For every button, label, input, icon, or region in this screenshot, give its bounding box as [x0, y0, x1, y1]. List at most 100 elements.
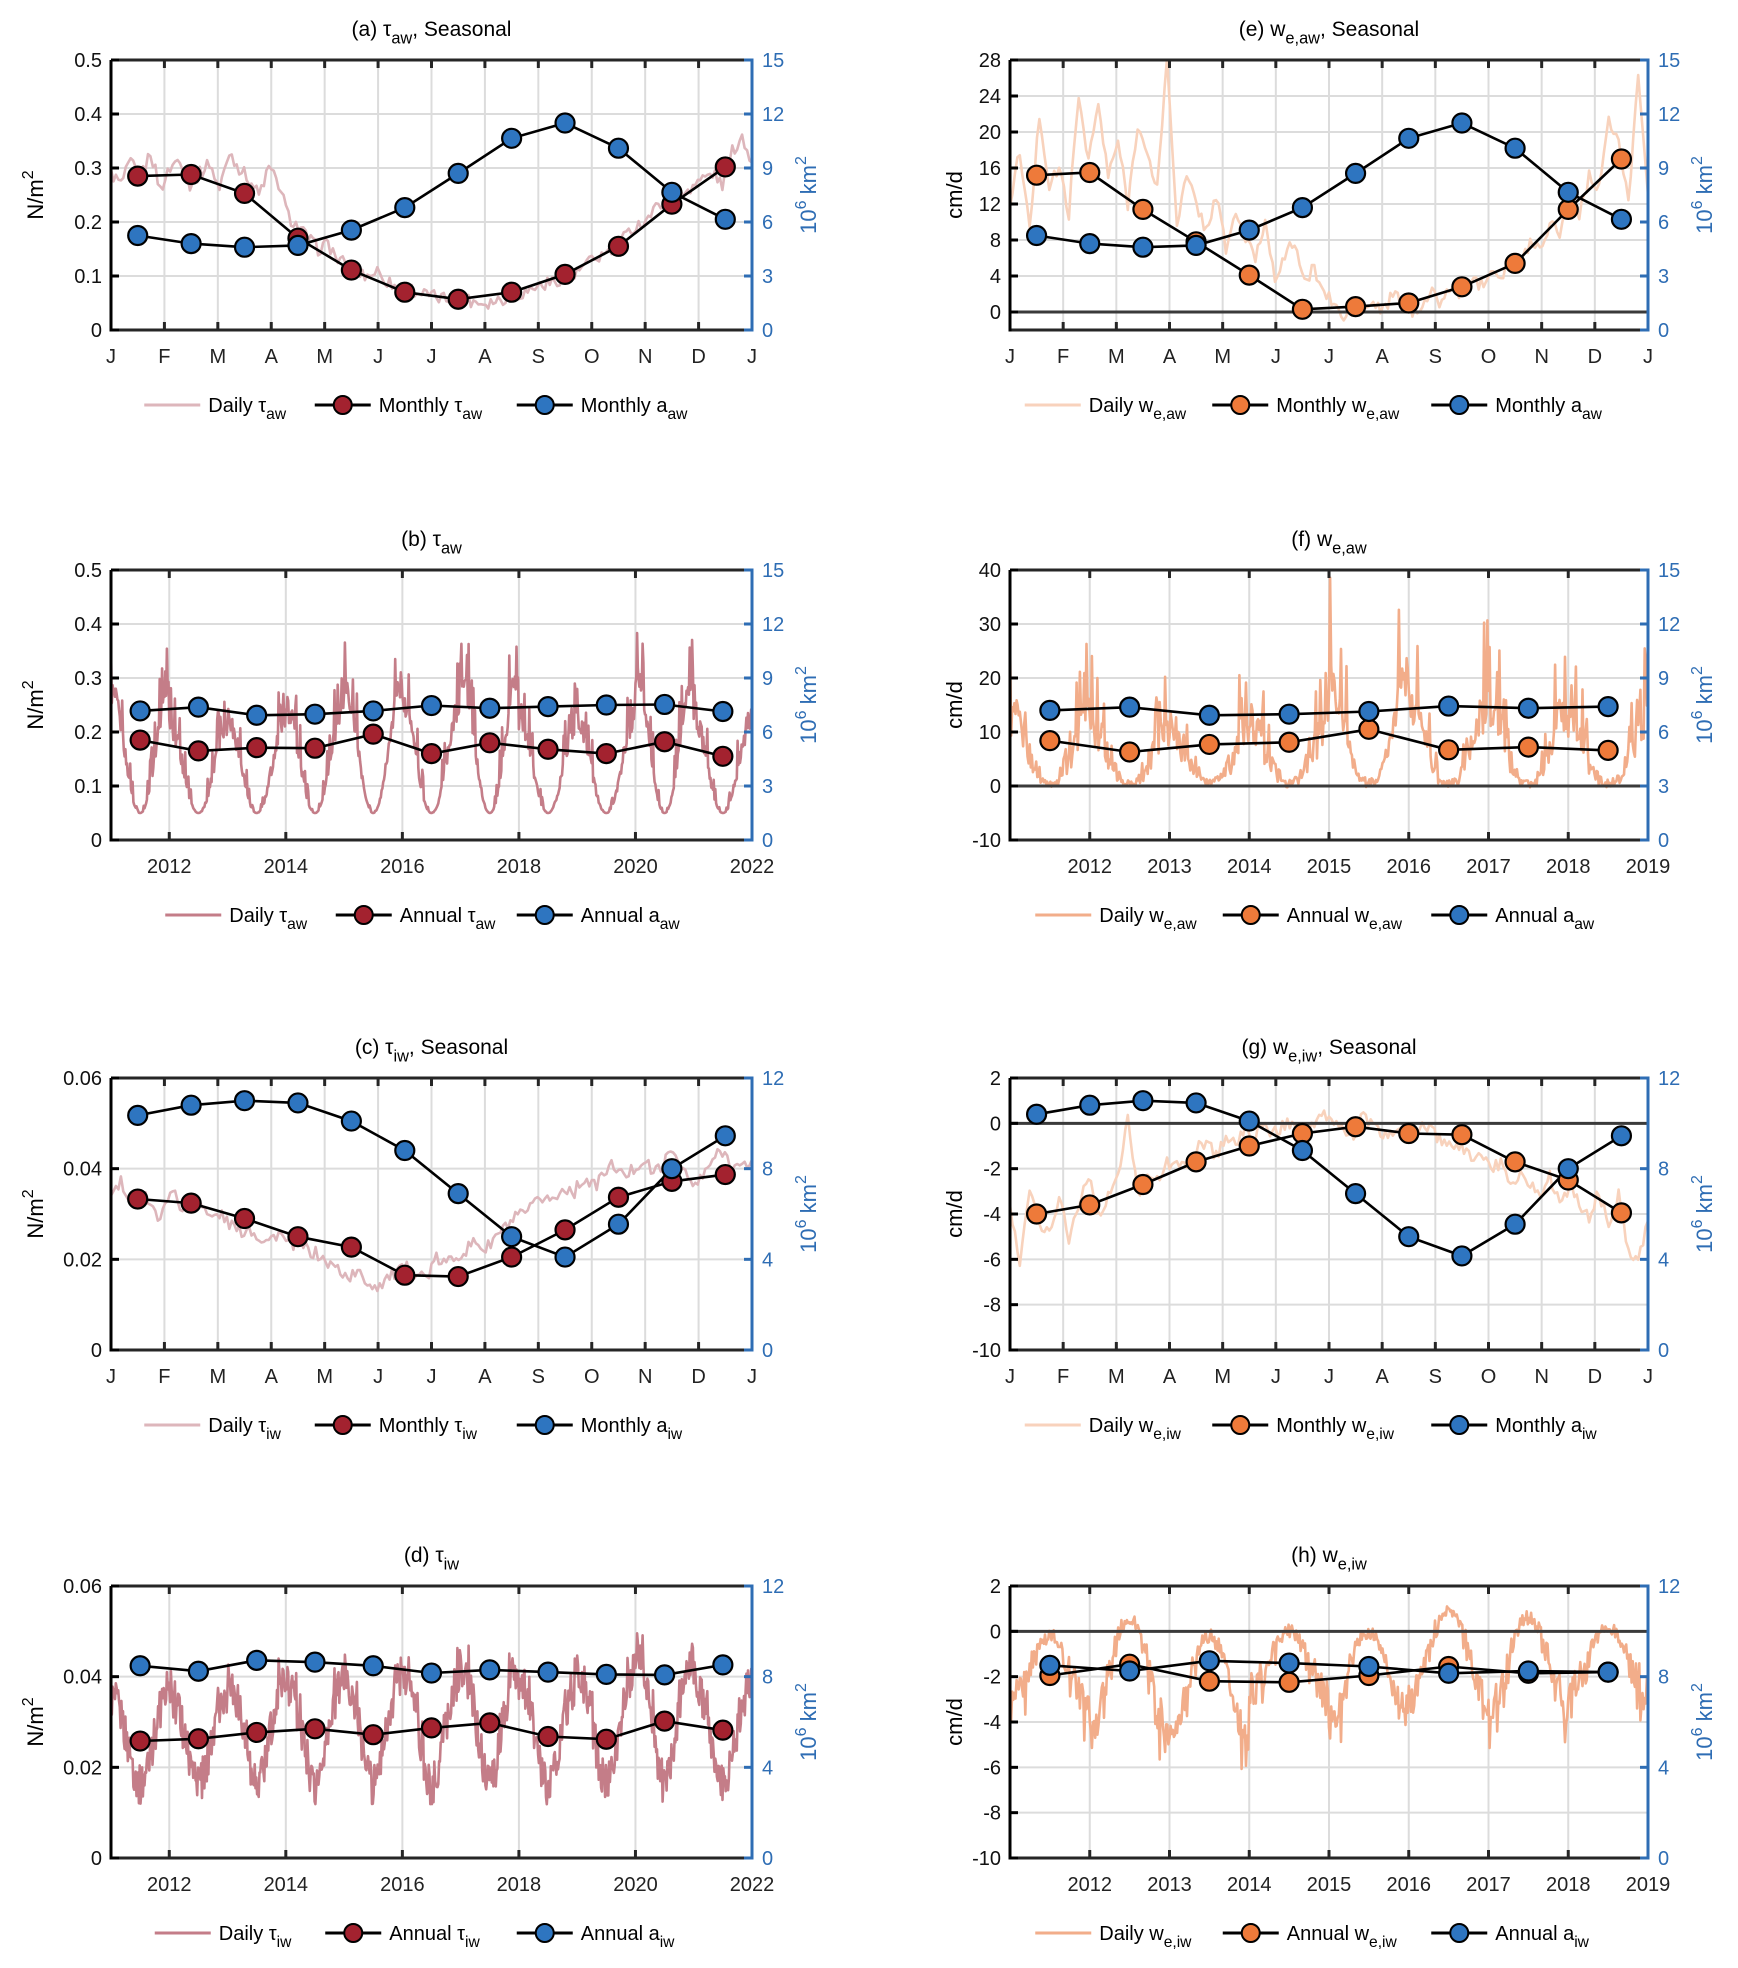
- x-tick-label: S: [532, 1366, 545, 1388]
- value-marker: [1132, 1173, 1154, 1196]
- x-tick-label: 2017: [1466, 856, 1511, 878]
- area-marker: [447, 162, 469, 184]
- y-tick-label: 2: [990, 1068, 1001, 1090]
- y-axis-label: N/m2: [20, 1189, 48, 1238]
- area-marker: [1238, 1110, 1260, 1132]
- x-tick-label: M: [1108, 346, 1125, 368]
- panel-b: 2012 2014 2016 2018 2020 2022 0 0.1 0.2 0.3 0.4 0.5…: [20, 528, 821, 933]
- area-marker: [1039, 699, 1061, 722]
- legend-item: Monthly aiw: [516, 1415, 683, 1443]
- legend-item: Annual aiw: [516, 1923, 675, 1951]
- x-tick-label: A: [1375, 346, 1389, 368]
- value-marker: [233, 1207, 256, 1230]
- value-marker: [1398, 292, 1420, 314]
- area-marker: [304, 703, 326, 725]
- value-marker: [1344, 1116, 1367, 1138]
- value-marker: [394, 1264, 416, 1286]
- value-marker: [420, 1717, 443, 1739]
- legend: Daily we,iw Annual we,iw Annual aiw: [1035, 1923, 1590, 1951]
- area-marker: [607, 137, 630, 159]
- y-tick-label: 0: [990, 1113, 1001, 1135]
- area-marker: [447, 1182, 469, 1205]
- value-marker: [1610, 148, 1633, 170]
- panel-title: (b) τaw: [401, 528, 462, 557]
- legend-marker-swatch: [332, 395, 353, 415]
- y-axis-label: cm/d: [942, 681, 967, 729]
- value-marker: [127, 165, 149, 187]
- series-area: [1049, 704, 1609, 717]
- legend-item: Daily τiw: [144, 1415, 282, 1443]
- x-tick-label: 2018: [1546, 1874, 1591, 1896]
- y2-tick-label: 12: [762, 104, 784, 126]
- legend-label: Daily we,aw: [1089, 395, 1187, 423]
- y2-tick-label: 4: [762, 1757, 773, 1779]
- value-marker: [714, 156, 736, 178]
- panel-title: (g) we,iw, Seasonal: [1241, 1036, 1416, 1065]
- y2-tick-label: 6: [1658, 212, 1669, 234]
- value-marker: [537, 738, 559, 760]
- y-tick-label: -6: [983, 1249, 1001, 1271]
- y2-tick-label: 8: [1658, 1159, 1669, 1181]
- area-marker: [1610, 1125, 1633, 1147]
- y2-tick-label: 12: [1658, 1068, 1680, 1090]
- y2-tick-label: 12: [762, 1576, 784, 1598]
- area-marker: [1185, 234, 1207, 256]
- area-marker: [1291, 1139, 1314, 1162]
- y-axis-label: N/m2: [20, 1697, 48, 1746]
- value-marker: [1185, 1151, 1207, 1173]
- legend-item: Daily we,aw: [1035, 905, 1197, 933]
- x-tick-label: J: [1643, 1366, 1653, 1388]
- y-tick-label: -2: [983, 1159, 1001, 1181]
- y-tick-label: 0.06: [63, 1068, 102, 1090]
- y-tick-label: -10: [972, 1848, 1001, 1870]
- y-tick-label: 0.04: [63, 1667, 102, 1689]
- legend: Daily τiw Monthly τiw Monthly aiw: [144, 1415, 683, 1443]
- y2-tick-label: 6: [762, 722, 773, 744]
- area-marker: [1119, 696, 1141, 718]
- y-tick-label: 0: [990, 1621, 1001, 1643]
- area-marker: [1504, 1213, 1526, 1235]
- legend-label: Monthly τaw: [379, 395, 483, 423]
- value-marker: [1025, 1203, 1048, 1225]
- x-tick-label: N: [1534, 346, 1548, 368]
- x-tick-label: A: [1375, 1366, 1389, 1388]
- series-line: [1036, 158, 1623, 311]
- y2-tick-label: 9: [762, 668, 773, 690]
- series-line: [1049, 1659, 1609, 1675]
- x-tick-label: 2015: [1307, 856, 1352, 878]
- area-marker: [1504, 137, 1526, 159]
- x-tick-label: D: [1588, 1366, 1602, 1388]
- y2-tick-label: 3: [1658, 776, 1669, 798]
- area-marker: [1358, 700, 1380, 723]
- value-marker: [607, 235, 630, 257]
- area-marker: [1451, 112, 1473, 134]
- legend: Daily τaw Annual τaw Annual aaw: [165, 905, 680, 933]
- legend-item: Monthly τaw: [314, 395, 483, 423]
- area-marker: [180, 1094, 202, 1116]
- y2-tick-label: 3: [762, 776, 773, 798]
- y-tick-label: 10: [979, 722, 1001, 744]
- value-marker: [1398, 1122, 1420, 1145]
- y-tick-label: 0.2: [74, 212, 102, 234]
- area-marker: [1557, 181, 1579, 203]
- legend-label: Monthly we,iw: [1276, 1415, 1395, 1443]
- daily-line: [111, 631, 752, 815]
- value-marker: [304, 1718, 326, 1740]
- x-tick-label: 2018: [497, 856, 542, 878]
- y-tick-label: -2: [983, 1667, 1001, 1689]
- x-tick-label: J: [1643, 346, 1653, 368]
- value-marker: [595, 742, 617, 765]
- area-marker: [1344, 1182, 1367, 1205]
- x-tick-label: J: [1271, 1366, 1281, 1388]
- y-tick-label: 0.3: [74, 668, 102, 690]
- y2-axis-label: 106 km2: [1689, 666, 1717, 744]
- y2-tick-label: 0: [762, 1340, 773, 1362]
- value-marker: [1079, 161, 1101, 184]
- y2-tick-label: 6: [1658, 722, 1669, 744]
- panel-f: 2012 2013 2014 2015 2016 2017 2018 2019-1001020…: [942, 528, 1717, 933]
- area-marker: [1517, 697, 1539, 719]
- area-marker: [187, 1660, 210, 1682]
- x-tick-label: S: [532, 346, 545, 368]
- x-tick-label: 2012: [147, 1874, 192, 1896]
- value-marker: [1238, 264, 1260, 286]
